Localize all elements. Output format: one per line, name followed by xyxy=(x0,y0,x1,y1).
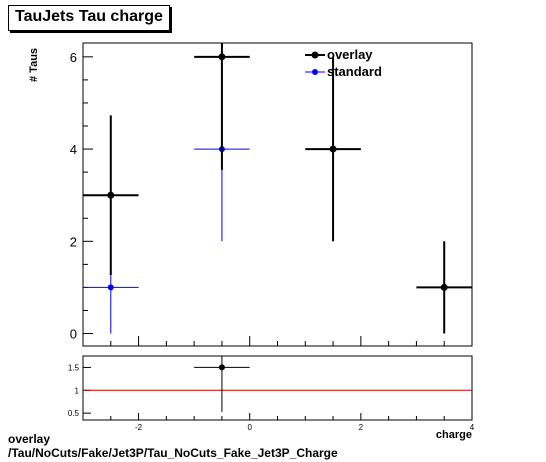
main-point-overlay-3 xyxy=(416,241,472,334)
main-y-tick-label: 0 xyxy=(70,327,77,342)
main-marker xyxy=(329,145,337,153)
main-marker xyxy=(107,284,114,291)
ratio-y-tick-label: 0.5 xyxy=(68,409,80,418)
main-plot-border xyxy=(82,42,473,347)
ratio-x-tick-label: 0 xyxy=(247,423,252,432)
y-axis-label: # Taus xyxy=(28,48,40,82)
ratio-x-tick-label: 4 xyxy=(470,423,475,432)
footer-path: /Tau/NoCuts/Fake/Jet3P/Tau_NoCuts_Fake_J… xyxy=(8,446,338,460)
main-y-tick-label: 4 xyxy=(70,142,77,157)
main-marker xyxy=(107,191,115,199)
footer-label: overlay xyxy=(8,432,51,446)
main-y-tick-label: 2 xyxy=(70,234,77,249)
main-point-overlay-1 xyxy=(194,43,250,170)
x-axis-label: charge xyxy=(436,429,472,441)
main-point-overlay-2 xyxy=(305,56,361,242)
main-plot-content xyxy=(83,43,472,334)
legend-label-overlay: overlay xyxy=(327,47,373,62)
chart-title: TauJets Tau charge xyxy=(8,5,170,31)
ratio-plot-content xyxy=(83,356,472,412)
ratio-plot-border xyxy=(82,355,473,421)
ratio-marker xyxy=(218,364,225,371)
ratio-x-tick-label: 2 xyxy=(359,423,364,432)
main-marker xyxy=(440,283,448,291)
legend-label-standard: standard xyxy=(327,64,382,79)
ratio-x-tick-label: -2 xyxy=(135,423,143,432)
ratio-plot-frame: -2 0 2 4 0.5 1 1.5 xyxy=(68,355,475,432)
legend: overlay standard xyxy=(305,47,382,79)
ratio-point-ratio-0 xyxy=(194,356,250,412)
main-marker xyxy=(218,53,226,61)
ratio-y-tick-label: 1 xyxy=(75,386,80,395)
legend-marker-standard xyxy=(312,69,318,75)
ratio-y-tick-label: 1.5 xyxy=(68,363,80,372)
main-point-overlay-0 xyxy=(83,115,139,275)
main-y-tick-label: 6 xyxy=(70,50,77,65)
legend-marker-overlay xyxy=(311,51,319,59)
